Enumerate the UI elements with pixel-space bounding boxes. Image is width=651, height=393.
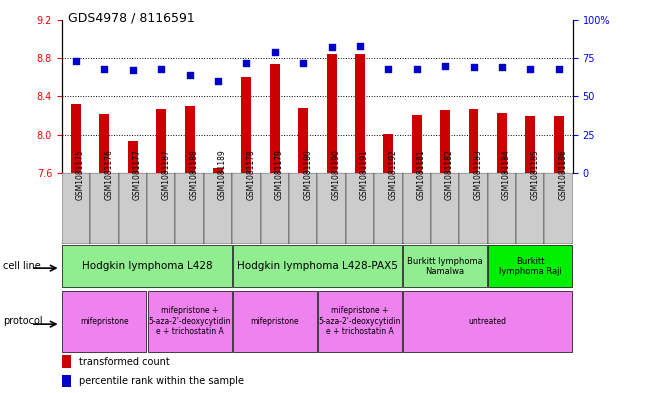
Text: Hodgkin lymphoma L428-PAX5: Hodgkin lymphoma L428-PAX5: [237, 261, 398, 271]
Bar: [469, 109, 478, 173]
Text: GSM1081178: GSM1081178: [246, 150, 255, 200]
Bar: [374, 173, 402, 244]
Text: transformed count: transformed count: [79, 357, 169, 367]
Bar: [62, 246, 232, 287]
Bar: [488, 173, 516, 244]
Bar: [118, 173, 147, 244]
Bar: [204, 173, 232, 244]
Text: mifepristone: mifepristone: [251, 317, 299, 326]
Text: Burkitt
lymphoma Raji: Burkitt lymphoma Raji: [499, 257, 562, 276]
Text: GSM1081188: GSM1081188: [189, 150, 199, 200]
Bar: [233, 291, 317, 352]
Bar: [327, 54, 337, 173]
Text: GSM1081192: GSM1081192: [389, 150, 397, 200]
Text: percentile rank within the sample: percentile rank within the sample: [79, 376, 243, 386]
Text: protocol: protocol: [3, 316, 43, 326]
Bar: [403, 291, 572, 352]
Point: [213, 78, 223, 84]
Point: [383, 66, 394, 72]
Bar: [71, 104, 81, 173]
Point: [497, 64, 507, 70]
Bar: [516, 173, 544, 244]
Text: GSM1081186: GSM1081186: [559, 150, 568, 200]
Bar: [298, 108, 308, 173]
Bar: [100, 114, 109, 173]
Bar: [318, 291, 402, 352]
Text: GSM1081182: GSM1081182: [445, 150, 454, 200]
Bar: [185, 106, 195, 173]
Point: [298, 59, 309, 66]
Bar: [175, 173, 204, 244]
Bar: [232, 173, 260, 244]
Bar: [488, 246, 572, 287]
Bar: [62, 291, 146, 352]
Text: GSM1081180: GSM1081180: [303, 150, 312, 200]
Bar: [403, 246, 487, 287]
Text: GSM1081191: GSM1081191: [360, 150, 369, 200]
Point: [156, 66, 167, 72]
Text: GSM1081185: GSM1081185: [531, 150, 539, 200]
Point: [241, 59, 251, 66]
Point: [270, 49, 280, 55]
Text: GSM1081190: GSM1081190: [331, 150, 340, 200]
Point: [355, 42, 365, 49]
Text: GSM1081175: GSM1081175: [76, 150, 85, 200]
Point: [71, 58, 81, 64]
Point: [184, 72, 195, 78]
Point: [411, 66, 422, 72]
Bar: [431, 173, 460, 244]
Bar: [270, 64, 280, 173]
Text: GSM1081176: GSM1081176: [104, 150, 113, 200]
Point: [99, 66, 109, 72]
Bar: [355, 54, 365, 173]
Bar: [233, 246, 402, 287]
Text: Hodgkin lymphoma L428: Hodgkin lymphoma L428: [82, 261, 212, 271]
Bar: [402, 173, 431, 244]
Bar: [62, 375, 71, 387]
Text: GSM1081179: GSM1081179: [275, 150, 284, 200]
Text: mifepristone +
5-aza-2'-deoxycytidin
e + trichostatin A: mifepristone + 5-aza-2'-deoxycytidin e +…: [148, 307, 231, 336]
Bar: [554, 116, 564, 173]
Bar: [242, 77, 251, 173]
Text: untreated: untreated: [469, 317, 506, 326]
Bar: [260, 173, 289, 244]
Text: Burkitt lymphoma
Namalwa: Burkitt lymphoma Namalwa: [408, 257, 483, 276]
Bar: [156, 109, 166, 173]
Bar: [62, 173, 90, 244]
Point: [553, 66, 564, 72]
Bar: [544, 173, 573, 244]
Text: GSM1081189: GSM1081189: [218, 150, 227, 200]
Bar: [317, 173, 346, 244]
Bar: [62, 355, 71, 368]
Bar: [383, 134, 393, 173]
Bar: [213, 168, 223, 173]
Text: GSM1081187: GSM1081187: [161, 150, 170, 200]
Text: GSM1081177: GSM1081177: [133, 150, 142, 200]
Text: mifepristone: mifepristone: [80, 317, 129, 326]
Bar: [525, 116, 535, 173]
Text: mifepristone +
5-aza-2'-deoxycytidin
e + trichostatin A: mifepristone + 5-aza-2'-deoxycytidin e +…: [319, 307, 401, 336]
Text: GSM1081184: GSM1081184: [502, 150, 511, 200]
Bar: [497, 112, 507, 173]
Bar: [148, 291, 232, 352]
Point: [440, 62, 450, 69]
Bar: [128, 141, 138, 173]
Text: GSM1081183: GSM1081183: [473, 150, 482, 200]
Bar: [147, 173, 175, 244]
Point: [326, 44, 337, 50]
Bar: [289, 173, 317, 244]
Text: GDS4978 / 8116591: GDS4978 / 8116591: [68, 12, 195, 25]
Point: [525, 66, 536, 72]
Text: cell line: cell line: [3, 261, 41, 271]
Bar: [90, 173, 118, 244]
Bar: [412, 116, 422, 173]
Bar: [346, 173, 374, 244]
Point: [128, 67, 138, 73]
Point: [468, 64, 478, 70]
Bar: [460, 173, 488, 244]
Bar: [440, 110, 450, 173]
Text: GSM1081181: GSM1081181: [417, 150, 426, 200]
